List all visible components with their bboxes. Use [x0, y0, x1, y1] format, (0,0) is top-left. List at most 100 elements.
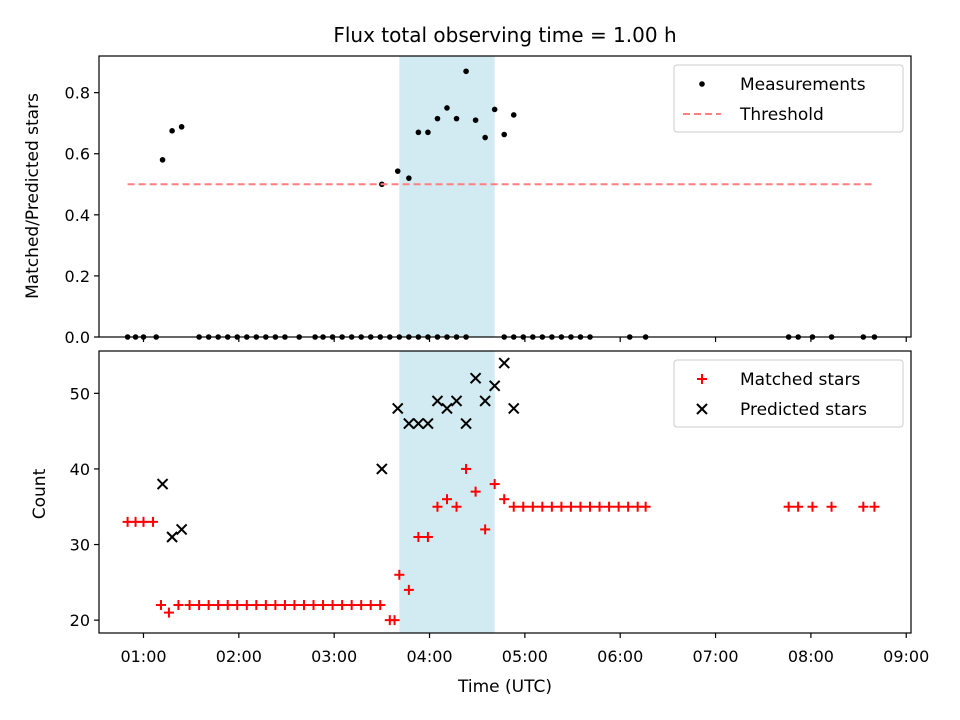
x-b — [498, 357, 510, 369]
x-b — [431, 395, 444, 407]
matched-star-point — [499, 494, 510, 505]
x-b — [412, 417, 425, 430]
x-b — [376, 463, 388, 475]
predicted-star-point — [166, 531, 178, 543]
matched-star-point — [858, 501, 869, 512]
matched-star-point — [184, 600, 195, 611]
matched-star-point — [279, 600, 290, 611]
matched-star-point — [327, 600, 338, 611]
x-b — [156, 478, 169, 490]
legend-box — [673, 64, 904, 133]
y-tick-label: 0.2 — [65, 267, 90, 286]
matched-star-point — [138, 516, 149, 527]
matched-star-point — [585, 501, 596, 512]
predicted-star-point — [376, 463, 388, 475]
matched-star-point — [604, 501, 615, 512]
y-axis-label-top: Matched/Predicted stars — [23, 93, 43, 299]
matched-star-point — [527, 501, 538, 512]
matched-star-point — [413, 531, 424, 542]
matched-star-point — [556, 501, 567, 512]
matched-star-point — [389, 615, 400, 626]
matched-star-point — [594, 501, 605, 512]
measurement-point — [472, 117, 479, 123]
predicted-star-point — [488, 380, 501, 392]
predicted-star-point — [460, 417, 472, 430]
y-tick-label: 20 — [70, 611, 90, 630]
measurement-point — [406, 175, 412, 181]
x-b — [441, 402, 453, 415]
matched-star-point — [508, 501, 519, 512]
matched-star-point — [546, 501, 557, 512]
x-tick-label: 03:00 — [311, 647, 357, 666]
x-tick-label: 06:00 — [597, 647, 643, 666]
matched-star-point — [308, 600, 319, 611]
matched-star-point — [807, 501, 818, 512]
x-b — [450, 395, 463, 407]
legend-box — [673, 359, 904, 428]
matched-star-point — [422, 531, 433, 542]
y-tick-label: 50 — [70, 384, 90, 403]
matched-star-point — [213, 600, 224, 611]
matched-star-point — [480, 524, 491, 535]
y-axis-label-bottom: Count — [30, 468, 50, 519]
predicted-star-point — [422, 417, 434, 430]
matched-star-point — [783, 501, 794, 512]
x-b — [508, 402, 520, 415]
measurement-point — [415, 129, 422, 136]
x-tick-label: 09:00 — [883, 647, 929, 666]
matched-star-point — [518, 501, 529, 512]
matched-star-point — [403, 584, 414, 595]
matched-star-point — [489, 479, 500, 490]
x-b — [479, 395, 491, 407]
x-b — [460, 417, 472, 430]
y-tick-label: 0.6 — [65, 145, 90, 164]
shaded-region — [399, 56, 495, 337]
matched-star-point — [623, 501, 634, 512]
matched-star-point — [640, 501, 651, 512]
predicted-star-point — [479, 395, 491, 407]
predicted-star-point — [469, 372, 482, 384]
legend-entry-label: Matched stars — [740, 370, 860, 390]
matched-star-point — [537, 501, 548, 512]
predicted-star-point — [412, 417, 425, 430]
x-axis-label: Time (UTC) — [457, 677, 552, 697]
matched-star-point — [318, 600, 329, 611]
matched-star-point — [365, 600, 376, 611]
x-tick-label: 02:00 — [216, 647, 262, 666]
x-b — [488, 380, 501, 392]
legend: Matched stars Predicted stars — [673, 359, 904, 428]
top-panel: 0.0 0.2 0.4 0.6 0.8 Measurements Threshold — [65, 55, 912, 347]
legend-x-b — [696, 403, 708, 415]
matched-star-point — [613, 501, 624, 512]
x-b — [166, 531, 178, 543]
figure-title: Flux total observing time = 1.00 h — [333, 23, 676, 47]
measurement-point — [482, 134, 488, 141]
predicted-star-point — [450, 395, 463, 407]
axes-frame — [98, 350, 912, 634]
matched-star-point — [241, 600, 252, 611]
measurement-point — [444, 105, 450, 111]
measurement-point — [394, 168, 401, 174]
x-tick-label: 05:00 — [502, 647, 548, 666]
x-b — [422, 417, 434, 430]
measurement-point — [501, 131, 508, 138]
x-b — [403, 417, 415, 430]
matched-star-point — [163, 607, 174, 618]
legend-measurement-swatch — [699, 81, 705, 87]
measurement-point — [453, 115, 460, 122]
predicted-star-point — [175, 523, 188, 536]
measurement-point — [463, 68, 469, 75]
y-tick-label: 40 — [70, 460, 90, 479]
x-b — [175, 523, 188, 536]
y-tick-label: 0.4 — [65, 206, 90, 225]
matched-star-point — [232, 600, 243, 611]
matched-star-point — [194, 600, 205, 611]
predicted-star-point — [431, 395, 444, 407]
x-tick-label: 07:00 — [692, 647, 738, 666]
y-tick-label: 30 — [70, 536, 90, 555]
matched-star-point — [148, 516, 159, 527]
matched-star-point — [793, 501, 804, 512]
measurement-point — [491, 106, 498, 113]
matched-star-point — [203, 600, 214, 611]
